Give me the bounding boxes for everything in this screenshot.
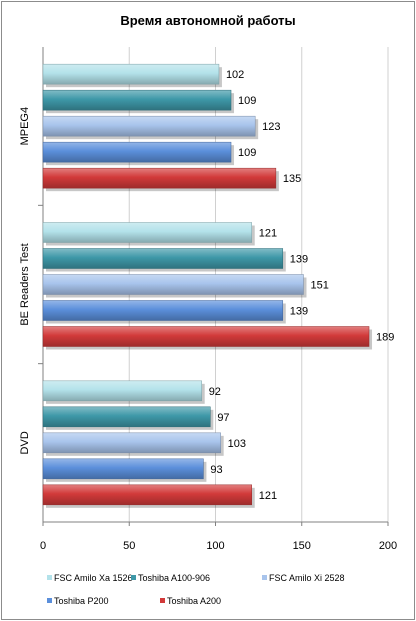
bar xyxy=(42,63,220,85)
bar xyxy=(42,222,252,243)
x-tick-label: 200 xyxy=(379,540,397,552)
legend-swatch xyxy=(47,598,52,603)
bar xyxy=(42,326,370,347)
legend-label: Toshiba A100-906 xyxy=(138,573,210,583)
bar xyxy=(42,458,204,480)
legend-label: Toshiba A200 xyxy=(167,596,221,606)
category-label: DVD xyxy=(19,431,31,454)
x-tick-label: 0 xyxy=(40,540,46,552)
data-label: 92 xyxy=(209,386,221,398)
category-label: BE Readers Test xyxy=(19,243,31,325)
data-label: 123 xyxy=(262,121,280,133)
data-label: 189 xyxy=(376,332,394,344)
data-label: 103 xyxy=(228,438,246,450)
data-label: 135 xyxy=(283,173,301,185)
data-label: 97 xyxy=(217,412,229,424)
legend-swatch xyxy=(47,575,52,580)
legend-label: FSC Amilo Xa 1526 xyxy=(54,573,133,583)
chart-title: Время автономной работы xyxy=(120,13,295,28)
bar xyxy=(42,248,284,269)
category-label: MPEG4 xyxy=(19,107,31,146)
bar xyxy=(42,167,277,189)
data-label: 139 xyxy=(290,306,308,318)
bar xyxy=(42,141,232,163)
bar xyxy=(42,274,304,295)
data-label: 151 xyxy=(310,280,328,292)
legend-label: Toshiba P200 xyxy=(54,596,109,606)
bar xyxy=(42,484,252,506)
bar xyxy=(42,89,232,111)
legend-swatch xyxy=(131,575,136,580)
legend-swatch xyxy=(262,575,267,580)
x-tick-label: 150 xyxy=(293,540,311,552)
bar xyxy=(42,406,211,428)
data-label: 139 xyxy=(290,254,308,266)
bar xyxy=(42,432,221,454)
data-label: 109 xyxy=(238,95,256,107)
data-label: 102 xyxy=(226,69,244,81)
legend-label: FSC Amilo Xi 2528 xyxy=(269,573,345,583)
plot-area: 0 50 100 150 200 MPEG4 102 109 123 109 135 BE Reade… xyxy=(19,47,397,552)
legend-swatch xyxy=(160,598,165,603)
bar xyxy=(42,115,256,137)
legend: FSC Amilo Xa 1526 Toshiba A100-906 FSC Ami… xyxy=(47,573,345,606)
data-label: 93 xyxy=(210,464,222,476)
data-label: 109 xyxy=(238,147,256,159)
bar xyxy=(42,380,202,402)
data-label: 121 xyxy=(259,228,277,240)
bar xyxy=(42,300,284,321)
x-tick-label: 50 xyxy=(123,540,135,552)
x-tick-label: 100 xyxy=(206,540,224,552)
data-label: 121 xyxy=(259,490,277,502)
